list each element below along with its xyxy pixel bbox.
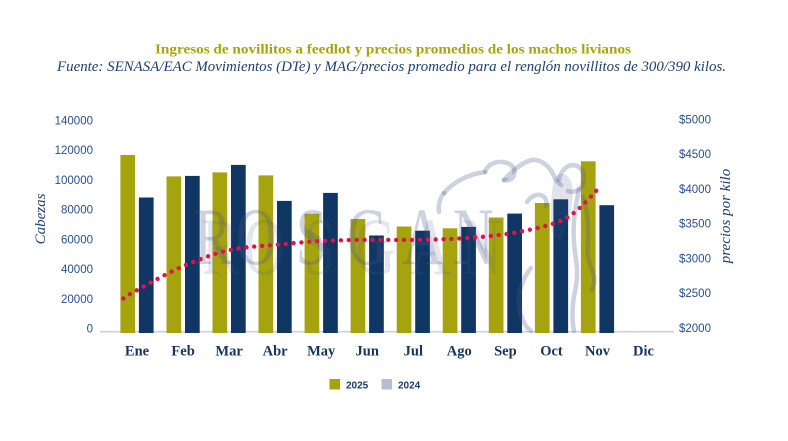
svg-text:A: A xyxy=(410,203,450,293)
svg-text:120000: 120000 xyxy=(55,145,93,157)
svg-text:Cabezas: Cabezas xyxy=(33,193,49,244)
svg-text:Feb: Feb xyxy=(171,344,194,360)
svg-text:$3000: $3000 xyxy=(679,253,711,265)
svg-text:Ingresos de novillitos a feedl: Ingresos de novillitos a feedlot y preci… xyxy=(155,42,631,57)
svg-text:Abr: Abr xyxy=(263,344,289,360)
svg-text:S: S xyxy=(296,193,327,283)
svg-text:80000: 80000 xyxy=(61,205,93,217)
svg-text:Dic: Dic xyxy=(633,344,655,360)
svg-text:$2000: $2000 xyxy=(679,323,711,335)
svg-text:Oct: Oct xyxy=(540,344,563,360)
svg-text:Nov: Nov xyxy=(585,344,611,360)
svg-text:100000: 100000 xyxy=(55,175,93,187)
svg-text:May: May xyxy=(307,344,336,360)
svg-text:20000: 20000 xyxy=(61,294,93,306)
svg-text:R: R xyxy=(194,193,232,283)
svg-text:O: O xyxy=(236,193,276,283)
svg-text:140000: 140000 xyxy=(55,115,93,127)
svg-text:R: R xyxy=(202,203,240,293)
svg-text:$4500: $4500 xyxy=(679,149,711,161)
svg-text:60000: 60000 xyxy=(61,234,93,246)
svg-text:40000: 40000 xyxy=(61,264,93,276)
svg-text:O: O xyxy=(244,203,284,293)
svg-text:Fuente: SENASA/EAC Movimientos: Fuente: SENASA/EAC Movimientos (DTe) y M… xyxy=(56,59,726,75)
svg-text:$2500: $2500 xyxy=(679,288,711,300)
svg-text:Sep: Sep xyxy=(494,344,517,360)
svg-text:2024: 2024 xyxy=(398,381,421,392)
svg-text:Ago: Ago xyxy=(447,344,472,360)
svg-text:$3500: $3500 xyxy=(679,219,711,231)
svg-text:Mar: Mar xyxy=(215,344,243,360)
svg-text:N: N xyxy=(461,203,501,293)
svg-text:Jul: Jul xyxy=(404,344,423,360)
svg-text:2025: 2025 xyxy=(346,381,369,392)
svg-text:0: 0 xyxy=(87,324,93,336)
svg-text:S: S xyxy=(304,203,335,293)
svg-text:G: G xyxy=(355,203,395,293)
svg-text:precios por kilo: precios por kilo xyxy=(718,168,734,264)
svg-text:Jun: Jun xyxy=(356,344,379,360)
svg-text:$4000: $4000 xyxy=(679,184,711,196)
svg-text:Ene: Ene xyxy=(125,344,150,360)
svg-text:$5000: $5000 xyxy=(679,114,711,126)
